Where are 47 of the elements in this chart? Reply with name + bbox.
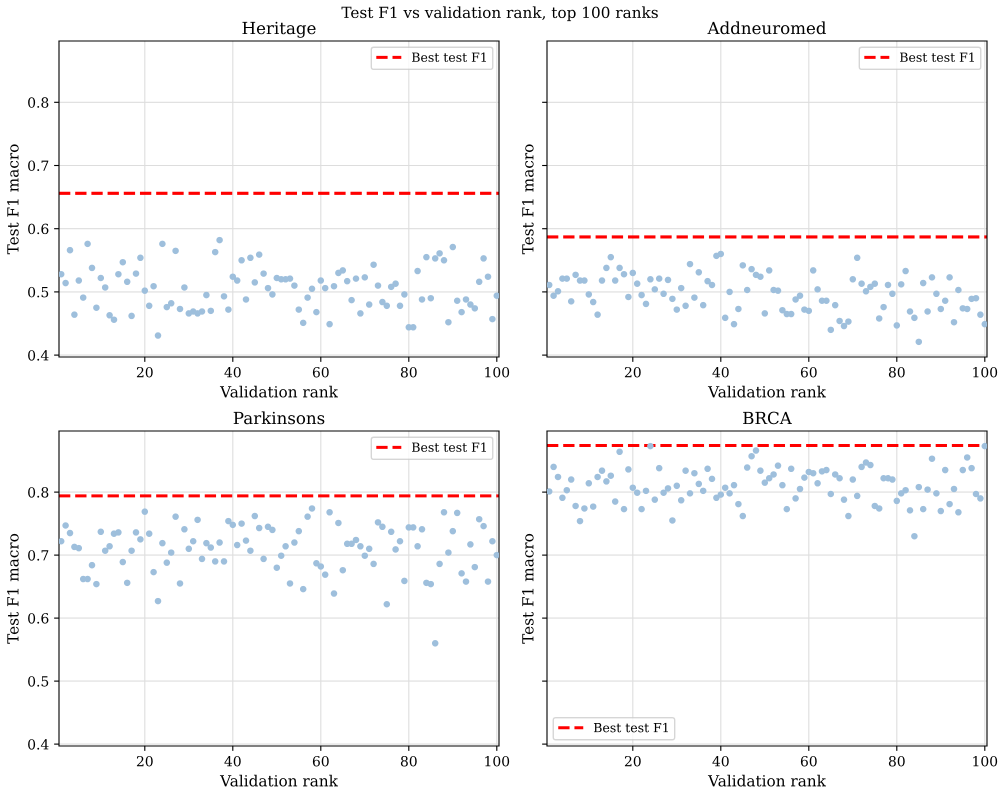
x-tick-label: 60 bbox=[800, 756, 817, 766]
x-tick-label: 60 bbox=[312, 366, 329, 378]
y-tick-label: 0.6 bbox=[28, 224, 48, 234]
y-tick-label: 0.8 bbox=[28, 487, 48, 498]
x-tick-label: 40 bbox=[712, 366, 729, 378]
x-tick-label: 60 bbox=[312, 756, 329, 766]
legend-label: Best test F1 bbox=[594, 722, 668, 732]
y-tick-label: 0.7 bbox=[28, 550, 48, 561]
x-tick-label: 100 bbox=[485, 756, 510, 766]
legend-label: Best test F1 bbox=[412, 52, 486, 62]
text: Test F1 vs validation rank, top 100 ranks bbox=[342, 6, 658, 22]
x-tick-label: 40 bbox=[712, 756, 729, 766]
x-tick-label: 40 bbox=[224, 366, 241, 378]
y-tick-label: 0.6 bbox=[28, 613, 48, 624]
y-tick-label: 0.4 bbox=[28, 739, 49, 750]
x-axis-title: Validation rank bbox=[220, 774, 338, 787]
y-axis-title: Test F1 macro bbox=[522, 144, 534, 254]
y-tick-label: 0.5 bbox=[28, 286, 48, 298]
x-tick-label: 20 bbox=[624, 756, 641, 766]
y-tick-label: 0.5 bbox=[28, 676, 48, 687]
x-tick-label: 100 bbox=[973, 366, 998, 378]
x-axis-title: Validation rank bbox=[708, 386, 826, 398]
x-tick-label: 20 bbox=[136, 366, 153, 378]
y-tick-label: 0.8 bbox=[28, 97, 48, 108]
x-tick-label: 80 bbox=[888, 756, 905, 766]
y-axis-title: Test F1 macro bbox=[7, 144, 19, 254]
y-axis-title: Test F1 macro bbox=[522, 534, 534, 644]
chart-title: Addneuromed bbox=[707, 21, 826, 34]
x-tick-label: 80 bbox=[888, 366, 905, 378]
x-tick-label: 100 bbox=[973, 756, 998, 766]
x-tick-label: 80 bbox=[400, 756, 417, 766]
legend-label: Best test F1 bbox=[900, 52, 974, 62]
x-tick-label: 80 bbox=[400, 366, 417, 378]
x-axis-title: Validation rank bbox=[220, 386, 338, 398]
x-tick-label: 20 bbox=[136, 756, 153, 766]
x-tick-label: 100 bbox=[485, 366, 510, 378]
x-axis-title: Validation rank bbox=[708, 774, 826, 787]
y-axis-title: Test F1 macro bbox=[7, 534, 19, 644]
x-tick-label: 40 bbox=[224, 756, 241, 766]
chart-title: Parkinsons bbox=[234, 411, 324, 424]
x-tick-label: 60 bbox=[800, 366, 817, 378]
x-tick-label: 20 bbox=[624, 366, 641, 378]
chart-title: BRCA bbox=[743, 412, 792, 424]
y-tick-label: 0.4 bbox=[28, 350, 49, 361]
y-tick-label: 0.7 bbox=[28, 160, 48, 171]
legend-label: Best test F1 bbox=[412, 442, 486, 452]
chart-title: Heritage bbox=[242, 22, 316, 38]
